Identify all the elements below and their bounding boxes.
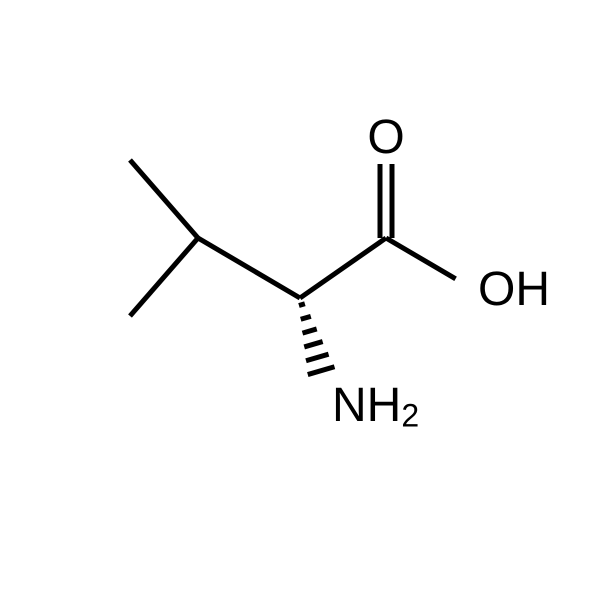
atom-label-carbonyl_o: O	[367, 111, 404, 164]
molecule-diagram: OOHNH2	[0, 0, 600, 600]
atom-label-hydroxyl_o: OH	[478, 263, 550, 316]
